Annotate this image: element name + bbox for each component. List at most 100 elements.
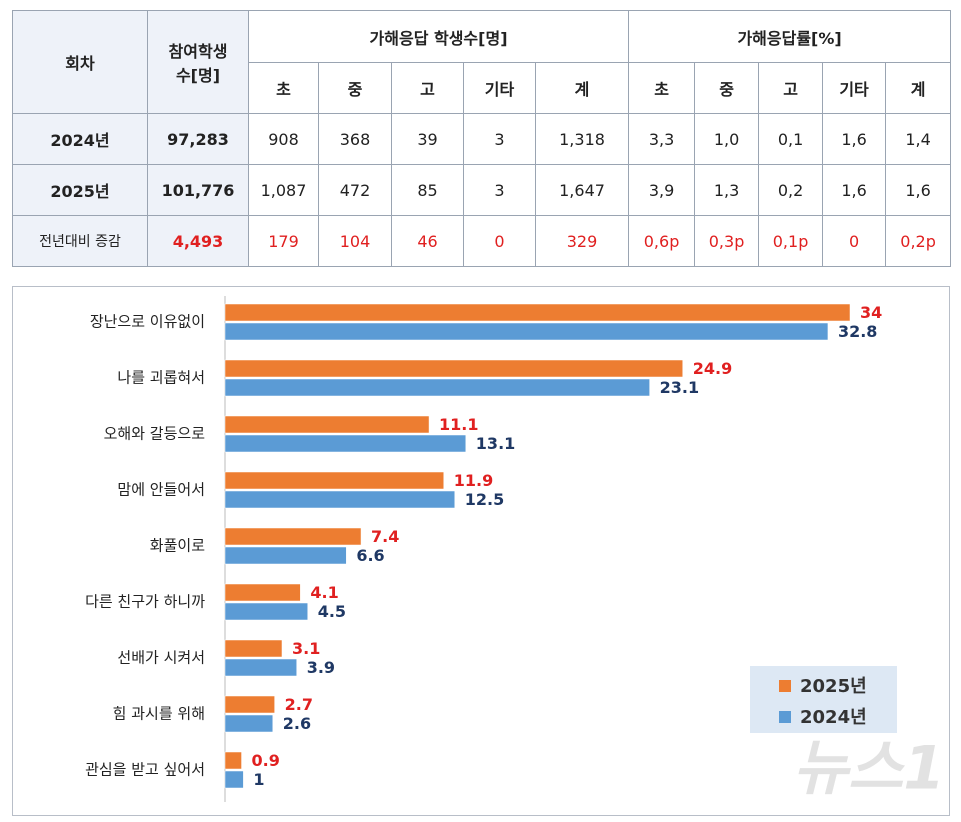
value-label: 0.9 [252,751,280,770]
table-cell: 0 [463,215,536,267]
table-cell: 97,283 [147,113,249,165]
table-cell: 2024년 [12,113,148,165]
subheader-cell: 계 [534,62,630,114]
data-table: 회차 참여학생 수[명] 가해응답 학생수[명] 가해응답률[%] 초 중 고 기타 계 초… [12,10,952,267]
bar [224,583,301,602]
header-text: 참여학생 [168,42,228,61]
watermark: 뉴스1 [793,734,945,804]
value-label: 4.5 [318,602,346,621]
table-cell: 1,0 [694,113,760,165]
value-label: 4.1 [310,583,338,602]
table-cell: 1,087 [248,164,319,216]
bar [224,378,650,397]
value-label: 32.8 [838,322,877,341]
bar [224,546,347,565]
table-cell: 4,493 [147,215,249,267]
table-cell: 368 [318,113,392,165]
table-cell: 104 [318,215,392,267]
value-label: 12.5 [465,490,504,509]
legend-swatch [779,680,791,692]
legend-swatch [779,711,791,723]
legend-label: 2024년 [800,707,867,728]
table-cell: 472 [318,164,392,216]
subheader-cell: 계 [885,62,952,114]
table-cell: 0,2 [758,164,824,216]
table-cell: 0,1 [758,113,824,165]
table-cell: 101,776 [147,164,249,216]
subheader-cell: 기타 [822,62,887,114]
value-label: 7.4 [371,527,399,546]
header-text: 수[명] [175,66,221,85]
header-cell: 가해응답률[%] [628,10,952,63]
table-cell: 0,1p [758,215,824,267]
category-label: 장난으로 이유없이 [90,313,205,331]
category-label: 나를 괴롭혀서 [117,369,205,387]
value-label: 11.1 [439,415,478,434]
table-cell: 1,3 [694,164,760,216]
value-label: 13.1 [476,434,515,453]
table-cell: 1,6 [885,164,952,216]
bar [224,639,283,658]
header-cell: 가해응답 학생수[명] [247,10,630,63]
table-cell: 2025년 [12,164,148,216]
bar [224,434,467,453]
table-cell: 3,3 [628,113,696,165]
table-cell: 1,318 [534,113,630,165]
category-label: 오해와 갈등으로 [104,425,206,443]
value-label: 24.9 [693,359,732,378]
table-cell: 1,647 [534,164,630,216]
legend-label: 2025년 [800,676,867,697]
table-cell: 1,6 [822,113,887,165]
value-label: 11.9 [454,471,493,490]
table-cell: 0,6p [628,215,696,267]
category-label: 다른 친구가 하니까 [85,593,205,611]
legend-box [750,666,897,733]
bar [224,322,829,341]
table-cell: 329 [534,215,630,267]
bar [224,658,297,677]
table-cell: 0 [822,215,887,267]
subheader-cell: 고 [391,62,464,114]
table-cell: 3,9 [628,164,696,216]
value-label: 3.9 [307,658,335,677]
bar [224,602,308,621]
value-label: 6.6 [356,546,384,565]
bar [224,471,444,490]
value-label: 34 [860,303,882,322]
table-row: 2025년 101,776 1,087 472 85 3 1,647 3,9 1,3 0,2 1,6… [12,164,952,216]
subheader-cell: 중 [318,62,392,114]
table-cell: 0,2p [885,215,952,267]
table-row: 2024년 97,283 908 368 39 3 1,318 3,3 1,0 0,1 1,6 1,4 [12,113,952,165]
value-label: 1 [253,770,264,789]
category-label: 관심을 받고 싶어서 [85,761,205,779]
bar [224,490,456,509]
table-cell: 1,6 [822,164,887,216]
value-label: 3.1 [292,639,320,658]
category-label: 맘에 안들어서 [117,481,205,499]
value-label: 23.1 [660,378,699,397]
bar [224,303,851,322]
table-cell: 179 [248,215,319,267]
value-label: 2.6 [283,714,311,733]
table-cell: 전년대비 증감 [12,215,148,267]
category-label: 힘 과시를 위해 [113,705,205,723]
bar [224,751,242,770]
bar [224,415,430,434]
bar [224,527,362,546]
bar [224,695,275,714]
table-cell: 46 [391,215,464,267]
table-cell: 3 [463,113,536,165]
bar [224,359,683,378]
bar [224,714,274,733]
bar [224,770,244,789]
header-cell: 회차 [12,10,148,114]
table-row: 전년대비 증감 4,493 179 104 46 0 329 0,6p 0,3p 0,1p 0 0,2… [12,215,952,267]
table-cell: 908 [248,113,319,165]
table-cell: 0,3p [694,215,760,267]
category-label: 선배가 시켜서 [117,649,205,667]
subheader-cell: 초 [628,62,696,114]
category-label: 화풀이로 [150,537,205,555]
value-label: 2.7 [285,695,313,714]
